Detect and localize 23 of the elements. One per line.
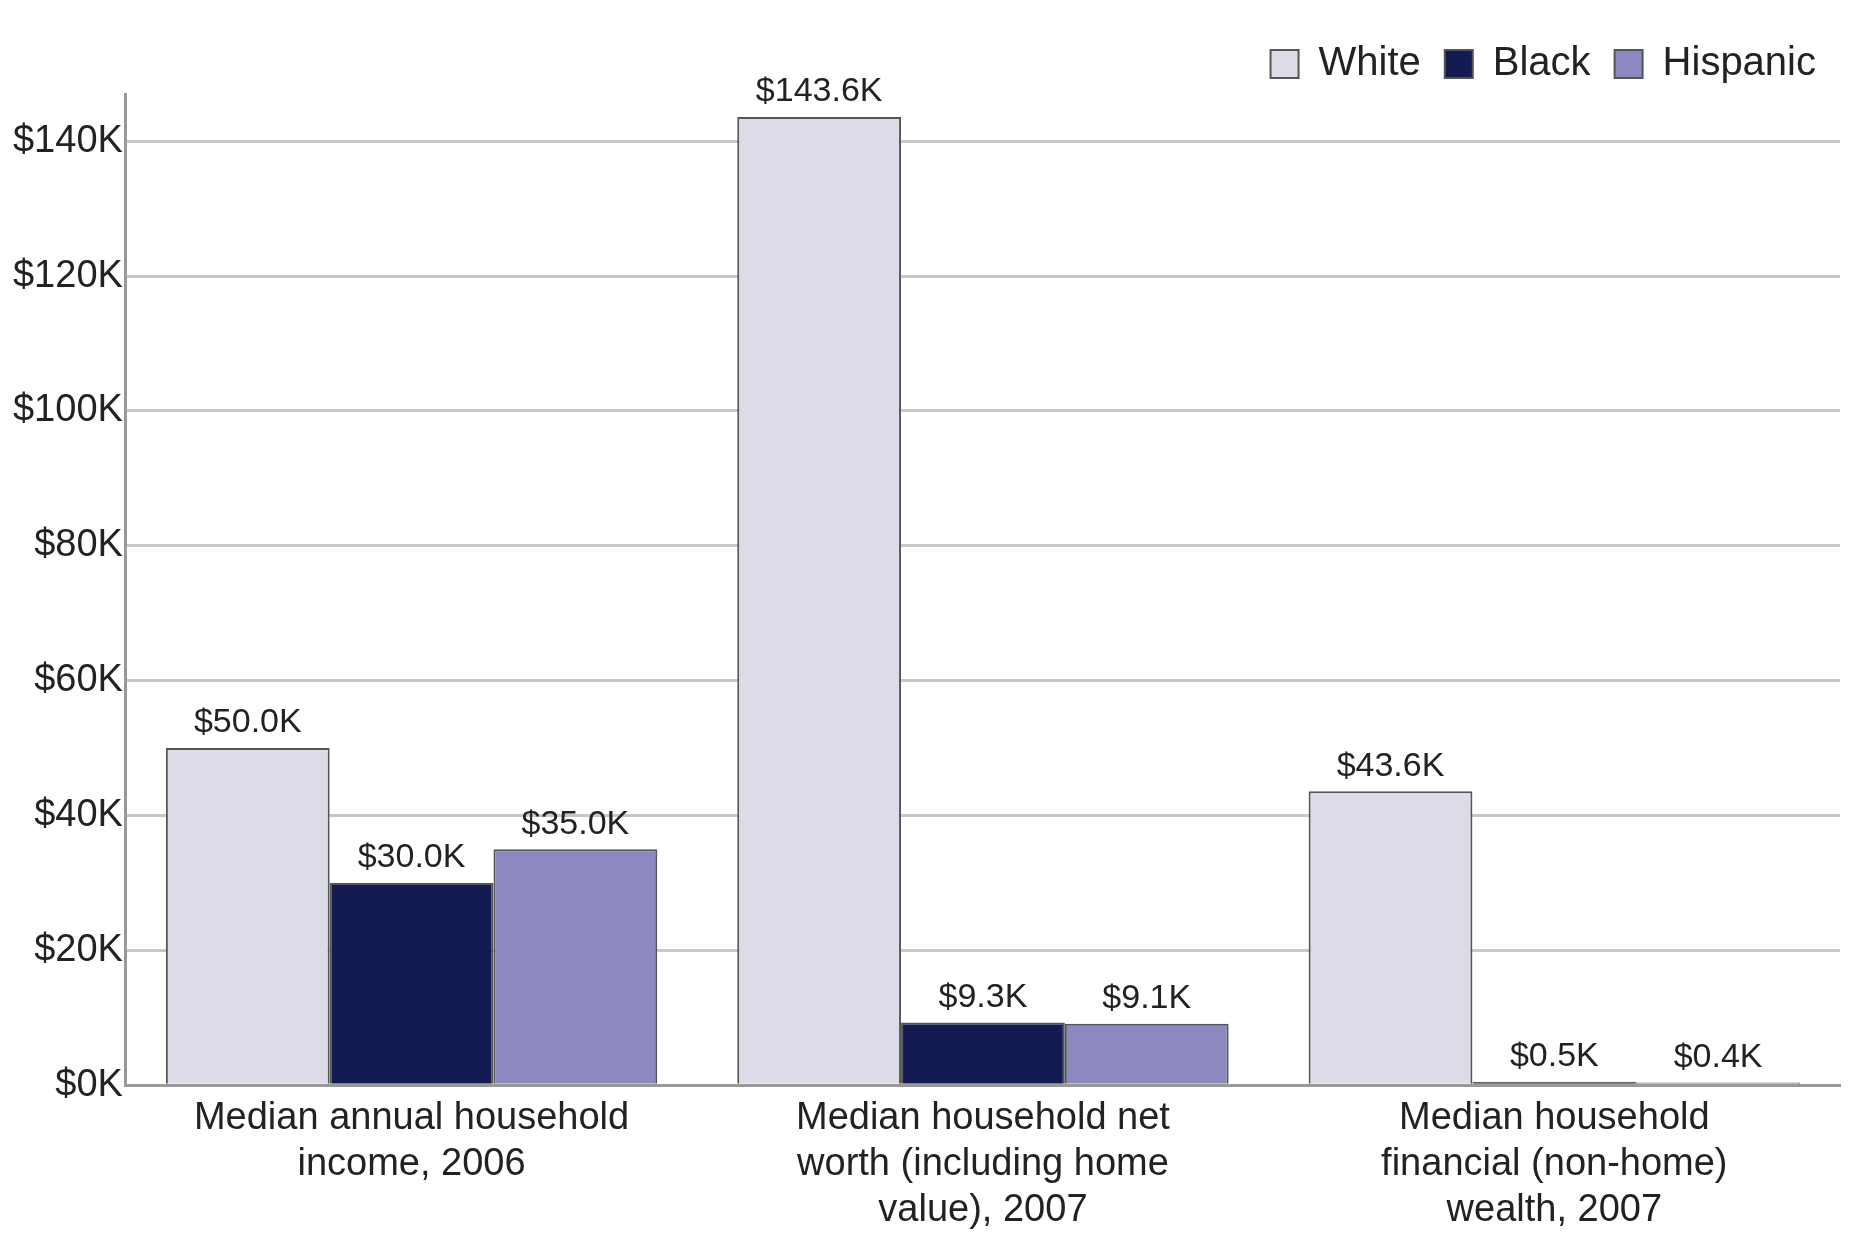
data-label: $9.3K <box>938 975 1028 1014</box>
y-tick-label: $100K <box>12 387 123 430</box>
data-label: $0.4K <box>1673 1035 1763 1074</box>
y-tick-label: $0K <box>55 1061 123 1104</box>
data-label: $143.6K <box>755 70 883 109</box>
data-label: $30.0K <box>357 836 466 875</box>
y-tick-label: $40K <box>34 791 123 834</box>
legend-label: White <box>1318 39 1421 84</box>
x-tick-label: Median household net worth (including home value), 2007 <box>795 1095 1171 1229</box>
data-label: $0.5K <box>1509 1035 1600 1074</box>
data-label: $9.1K <box>1102 977 1192 1016</box>
y-tick-label: $140K <box>12 117 123 160</box>
data-label: $35.0K <box>521 802 630 841</box>
y-tick-label: $120K <box>12 252 123 295</box>
y-tick-label: $60K <box>34 657 123 700</box>
data-label: $43.6K <box>1336 744 1445 783</box>
legend-label: Hispanic <box>1662 39 1817 84</box>
x-tick-label: Median annual household income, 2006 <box>193 1095 630 1184</box>
y-tick-label: $20K <box>34 926 123 969</box>
y-tick-label: $80K <box>34 522 123 565</box>
legend-label: Black <box>1492 39 1592 84</box>
data-label: $50.0K <box>193 701 302 740</box>
x-tick-label: Median household financial (non-home) wealth, 2007 <box>1381 1095 1728 1229</box>
